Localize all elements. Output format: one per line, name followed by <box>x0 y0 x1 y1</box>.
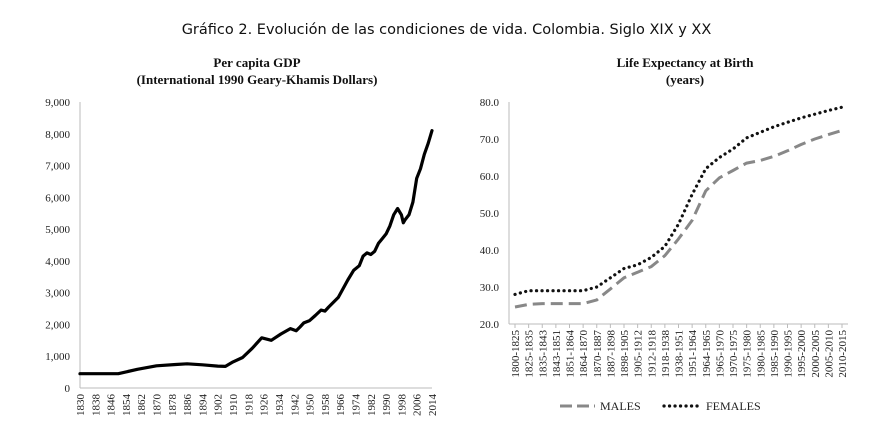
le-y-tick: 40.0 <box>480 245 500 257</box>
gdp-x-tick: 1950 <box>305 394 317 417</box>
gdp-x-tick: 1862 <box>136 394 148 416</box>
gdp-x-tick: 1958 <box>320 394 332 417</box>
le-x-tick: 1964-1965 <box>701 330 713 378</box>
gdp-x-tick-labels: 1830 1838 1846 1854 1862 1870 1878 1886 1894 1902… <box>75 394 439 417</box>
gdp-y-tick: 9,000 <box>45 97 70 109</box>
gdp-x-tick: 1902 <box>213 394 225 416</box>
gdp-series-line <box>78 129 434 376</box>
legend-label-males: MALES <box>600 399 641 413</box>
gdp-x-tick: 1990 <box>381 394 393 417</box>
le-y-tick-labels: 20.0 30.0 40.0 50.0 60.0 70.0 80.0 <box>480 97 500 331</box>
gdp-chart-title: Per capita GDP <box>213 55 300 70</box>
gdp-x-tick: 1926 <box>259 394 271 417</box>
le-x-tick: 1835-1843 <box>537 330 549 378</box>
gdp-y-tick: 3,000 <box>45 288 70 300</box>
le-x-tick: 1990-1995 <box>783 330 795 378</box>
legend-label-females: FEMALES <box>706 399 761 413</box>
le-x-tick: 1975-1980 <box>742 330 754 378</box>
gdp-y-tick: 7,000 <box>45 161 70 173</box>
gdp-y-tick: 6,000 <box>45 192 70 204</box>
gdp-x-tick: 1998 <box>396 394 408 417</box>
gdp-x-tick: 1838 <box>90 394 102 417</box>
gdp-x-tick: 1886 <box>182 394 194 417</box>
le-x-tick: 1851-1864 <box>565 330 577 378</box>
le-y-tick: 80.0 <box>480 97 500 109</box>
gdp-x-tick: 1878 <box>167 394 179 417</box>
le-x-tick: 1905-1912 <box>633 330 645 378</box>
le-y-tick: 60.0 <box>480 171 500 183</box>
le-x-tick: 1985-1990 <box>769 330 781 378</box>
gdp-chart: Per capita GDP (International 1990 Geary… <box>45 55 439 416</box>
gdp-y-tick: 0 <box>65 383 71 395</box>
le-x-tick: 1918-1938 <box>660 330 672 378</box>
gdp-x-tick: 1846 <box>106 394 118 417</box>
le-x-tick: 1912-1918 <box>646 330 658 378</box>
gdp-x-tick: 1982 <box>366 394 378 416</box>
le-chart-title: Life Expectancy at Birth <box>617 55 755 70</box>
gdp-x-tick: 1918 <box>243 394 255 417</box>
le-x-tick: 1825-1835 <box>524 330 536 378</box>
figure-title: Gráfico 2. Evolución de las condiciones … <box>181 22 712 38</box>
gdp-x-tick: 2014 <box>427 394 439 417</box>
le-y-tick: 70.0 <box>480 134 500 146</box>
le-y-tick: 20.0 <box>480 319 500 331</box>
le-x-tick: 1864-1870 <box>578 330 590 378</box>
series-line-females <box>513 105 844 296</box>
le-x-tick: 1843-1851 <box>551 330 563 378</box>
le-y-tick: 50.0 <box>480 208 500 220</box>
le-x-tick: 1980-1985 <box>755 330 767 378</box>
le-x-tick: 1965-1970 <box>714 330 726 378</box>
gdp-chart-subtitle: (International 1990 Geary-Khamis Dollars… <box>137 72 378 87</box>
le-x-tick: 1800-1825 <box>510 330 522 378</box>
gdp-x-tick: 1966 <box>335 394 347 417</box>
gdp-y-tick: 4,000 <box>45 256 70 268</box>
le-x-tick: 1951-1964 <box>687 330 699 378</box>
gdp-x-tick: 1854 <box>121 394 133 417</box>
gdp-x-tick: 1870 <box>152 394 164 417</box>
le-x-tick: 1870-1887 <box>592 330 604 378</box>
le-y-tick: 30.0 <box>480 282 500 294</box>
gdp-y-tick: 2,000 <box>45 319 70 331</box>
le-x-tick-labels: 1800-1825 1825-1835 1835-1843 1843-1851 1851… <box>510 324 849 378</box>
life-expectancy-chart: Life Expectancy at Birth (years) 20.0 30.… <box>480 55 849 413</box>
le-x-tick: 1970-1975 <box>728 330 740 378</box>
gdp-y-tick: 5,000 <box>45 224 70 236</box>
le-x-tick: 2000-2005 <box>810 330 822 378</box>
gdp-x-tick: 2006 <box>412 394 424 417</box>
le-x-tick: 2005-2010 <box>823 330 835 378</box>
le-x-tick: 1887-1898 <box>605 330 617 378</box>
gdp-x-tick: 1910 <box>228 394 240 417</box>
gdp-y-tick: 8,000 <box>45 129 70 141</box>
gdp-x-tick: 1974 <box>350 394 362 417</box>
le-chart-subtitle: (years) <box>666 72 704 87</box>
gdp-x-tick: 1934 <box>274 394 286 417</box>
legend: MALES FEMALES <box>560 399 761 413</box>
series-line-males <box>514 129 843 309</box>
gdp-y-tick: 1,000 <box>45 351 70 363</box>
le-x-tick: 1995-2000 <box>796 330 808 378</box>
le-x-tick: 1938-1951 <box>674 330 686 378</box>
le-x-tick: 1898-1905 <box>619 330 631 378</box>
gdp-x-tick: 1942 <box>289 394 301 416</box>
gdp-x-tick: 1894 <box>197 394 209 417</box>
gdp-y-tick-labels: 0 1,000 2,000 3,000 4,000 5,000 6,000 7,000 8,00… <box>45 97 70 395</box>
le-x-tick: 2010-2015 <box>837 330 849 378</box>
gdp-x-tick: 1830 <box>75 394 87 417</box>
